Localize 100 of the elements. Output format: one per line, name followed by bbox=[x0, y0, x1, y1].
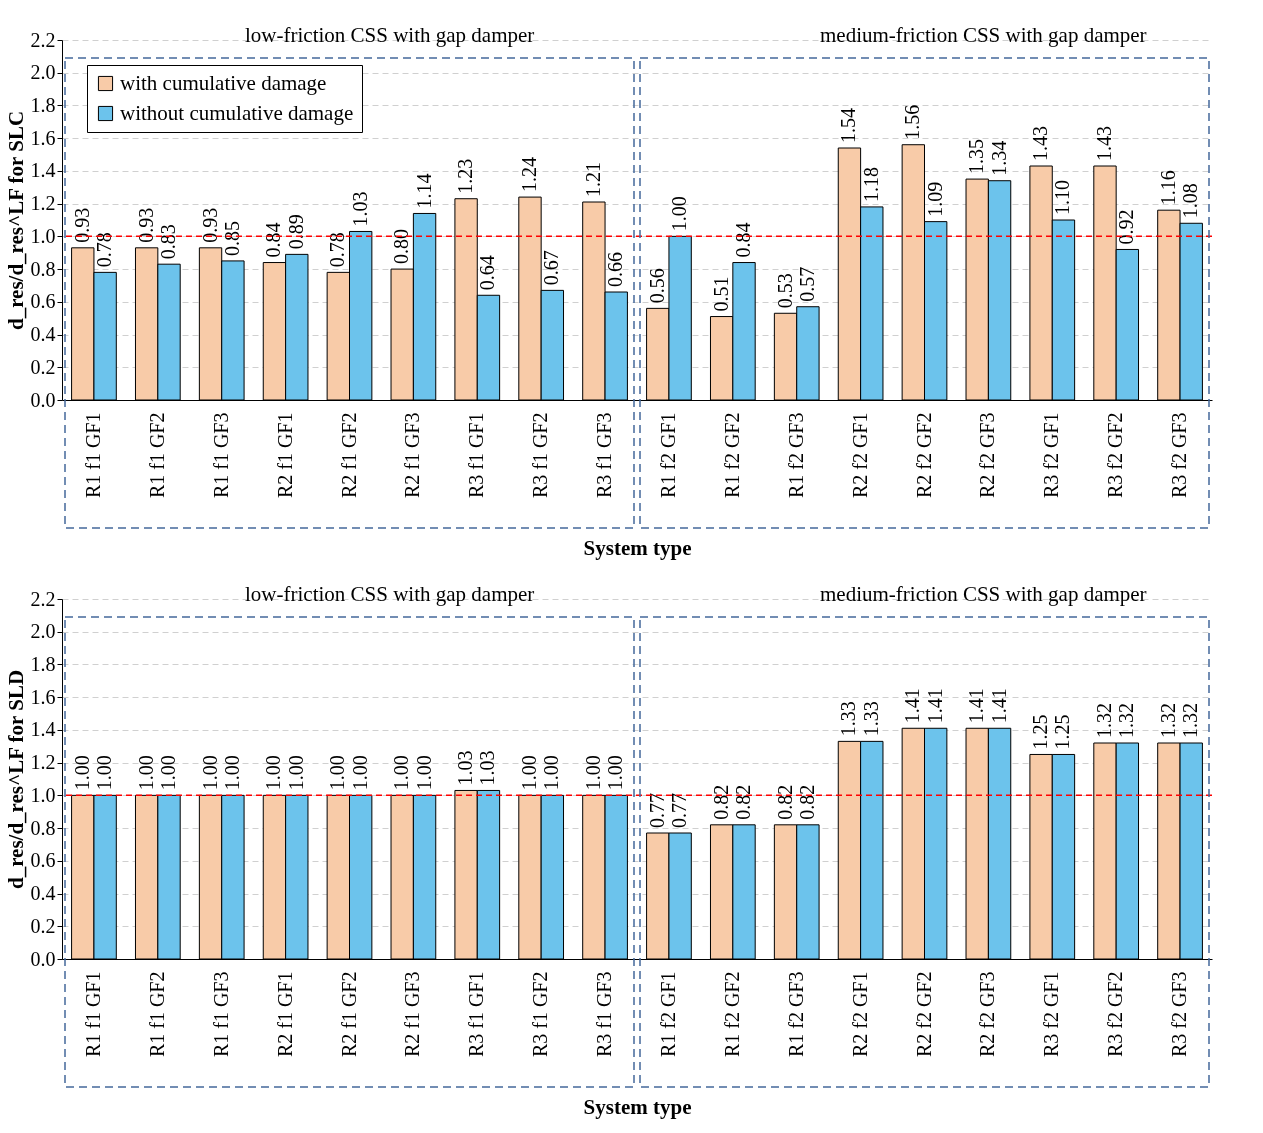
x-tick-label: R1 f1 GF1 bbox=[81, 971, 104, 1058]
y-tick-label: 0.2 bbox=[30, 355, 56, 378]
x-tick-label: R1 f1 GF2 bbox=[145, 412, 168, 499]
data-label: 0.93 bbox=[70, 207, 93, 243]
y-tick-label: 1.2 bbox=[30, 192, 56, 215]
x-tick-label: R2 f2 GF3 bbox=[976, 412, 999, 499]
x-tick-label: R1 f2 GF2 bbox=[720, 971, 743, 1058]
data-label: 1.00 bbox=[581, 755, 604, 791]
x-tick-label: R2 f2 GF1 bbox=[848, 412, 871, 499]
data-label: 0.51 bbox=[709, 276, 732, 312]
data-label: 1.32 bbox=[1115, 703, 1138, 738]
x-tick-label: R2 f2 GF3 bbox=[976, 971, 999, 1058]
y-tick-label: 0.8 bbox=[30, 257, 56, 280]
y-tick-label: 1.6 bbox=[30, 126, 56, 149]
x-tick-label: R1 f2 GF3 bbox=[784, 412, 807, 499]
y-axis-title: d_res/d_res^LF for SLC bbox=[3, 110, 28, 331]
y-tick-label: 0.4 bbox=[30, 882, 56, 905]
data-label: 1.03 bbox=[348, 191, 371, 227]
x-tick-label: R1 f2 GF1 bbox=[656, 971, 679, 1058]
x-tick-label: R3 f1 GF1 bbox=[465, 971, 488, 1058]
data-label: 1.00 bbox=[93, 755, 116, 791]
data-label: 0.82 bbox=[709, 784, 732, 820]
x-tick-label: R3 f1 GF3 bbox=[593, 971, 616, 1058]
data-label: 0.67 bbox=[540, 250, 563, 286]
x-tick-label: R3 f1 GF2 bbox=[529, 412, 552, 499]
data-label: 1.41 bbox=[965, 688, 988, 724]
data-label: 1.03 bbox=[454, 750, 477, 786]
data-label: 1.00 bbox=[412, 755, 435, 791]
data-label: 0.85 bbox=[220, 220, 243, 256]
data-label: 1.16 bbox=[1156, 170, 1179, 206]
x-tick-label: R2 f1 GF2 bbox=[337, 971, 360, 1058]
data-label: 0.57 bbox=[795, 266, 818, 302]
data-label: 0.82 bbox=[732, 784, 755, 820]
x-tick-label: R3 f2 GF3 bbox=[1168, 971, 1191, 1058]
annotation: medium-friction CSS with gap damper bbox=[820, 23, 1147, 47]
y-tick-label: 0.8 bbox=[30, 816, 56, 839]
x-tick-label: R1 f1 GF3 bbox=[209, 971, 232, 1058]
data-label: 1.43 bbox=[1092, 126, 1115, 161]
y-tick-label: 0.6 bbox=[30, 849, 56, 872]
y-tick-label: 1.2 bbox=[30, 751, 56, 774]
x-tick-label: R1 f2 GF2 bbox=[720, 412, 743, 499]
data-label: 0.64 bbox=[476, 255, 499, 291]
x-axis-title: System type bbox=[583, 536, 692, 561]
data-label: 1.41 bbox=[901, 688, 924, 724]
data-label: 1.25 bbox=[1051, 714, 1074, 750]
y-tick-label: 0.0 bbox=[30, 947, 56, 970]
data-label: 0.84 bbox=[732, 222, 755, 258]
data-label: 0.78 bbox=[93, 232, 116, 268]
annotation: low-friction CSS with gap damper bbox=[245, 582, 535, 606]
y-tick-label: 0.2 bbox=[30, 914, 56, 937]
x-tick-label: R1 f2 GF3 bbox=[784, 971, 807, 1058]
data-label: 1.10 bbox=[1051, 180, 1074, 215]
data-label: 1.23 bbox=[454, 158, 477, 194]
data-label: 1.21 bbox=[581, 162, 604, 197]
x-tick-label: R2 f1 GF2 bbox=[337, 412, 360, 499]
x-axis-title: System type bbox=[583, 1095, 692, 1120]
y-axis-title: d_res/d_res^LF for SLD bbox=[3, 669, 28, 890]
data-label: 0.77 bbox=[668, 793, 691, 828]
y-tick-label: 0.0 bbox=[30, 388, 56, 411]
data-label: 1.32 bbox=[1179, 703, 1202, 738]
x-tick-label: R3 f2 GF1 bbox=[1040, 412, 1063, 499]
data-label: 0.77 bbox=[645, 793, 668, 828]
y-tick-label: 1.0 bbox=[30, 224, 56, 247]
data-label: 0.84 bbox=[262, 222, 285, 258]
data-label: 0.93 bbox=[134, 207, 157, 243]
x-tick-label: R3 f2 GF2 bbox=[1104, 412, 1127, 499]
data-label: 1.03 bbox=[476, 750, 499, 786]
y-tick-label: 1.4 bbox=[30, 718, 56, 741]
data-label: 1.00 bbox=[604, 755, 627, 791]
y-tick-label: 1.8 bbox=[30, 93, 56, 116]
legend-label: without cumulative damage bbox=[120, 100, 354, 125]
data-label: 1.00 bbox=[668, 196, 691, 232]
y-tick-label: 1.0 bbox=[30, 783, 56, 806]
data-label: 1.09 bbox=[923, 181, 946, 217]
data-label: 0.56 bbox=[645, 268, 668, 304]
data-label: 0.82 bbox=[795, 784, 818, 820]
y-tick-label: 2.0 bbox=[30, 61, 56, 84]
data-label: 1.18 bbox=[859, 166, 882, 202]
data-label: 1.00 bbox=[70, 755, 93, 791]
data-label: 0.80 bbox=[390, 229, 413, 265]
x-tick-label: R2 f2 GF2 bbox=[912, 412, 935, 499]
data-label: 1.33 bbox=[837, 701, 860, 737]
data-label: 0.82 bbox=[773, 784, 796, 820]
x-tick-label: R3 f2 GF3 bbox=[1168, 412, 1191, 499]
data-label: 0.53 bbox=[773, 273, 796, 309]
data-label: 1.00 bbox=[517, 755, 540, 791]
data-label: 1.00 bbox=[157, 755, 180, 791]
data-label: 0.78 bbox=[326, 232, 349, 268]
data-label: 0.83 bbox=[157, 224, 180, 260]
data-label: 0.66 bbox=[604, 252, 627, 287]
x-tick-label: R3 f1 GF1 bbox=[465, 412, 488, 499]
annotation: low-friction CSS with gap damper bbox=[245, 23, 535, 47]
y-tick-label: 0.6 bbox=[30, 290, 56, 313]
data-label: 1.41 bbox=[923, 688, 946, 724]
x-tick-label: R1 f1 GF2 bbox=[145, 971, 168, 1058]
data-label: 1.33 bbox=[859, 701, 882, 737]
data-label: 1.41 bbox=[987, 688, 1010, 724]
data-label: 1.32 bbox=[1156, 703, 1179, 738]
x-tick-label: R1 f1 GF3 bbox=[209, 412, 232, 499]
x-tick-label: R2 f2 GF1 bbox=[848, 971, 871, 1058]
